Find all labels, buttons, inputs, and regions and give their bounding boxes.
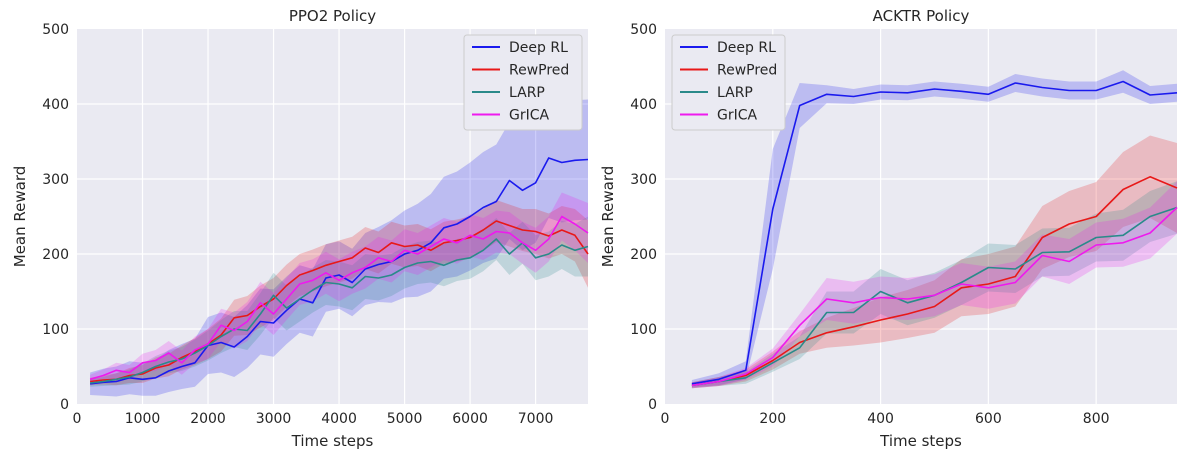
legend: Deep RL RewPred LARP GrICA bbox=[671, 34, 786, 131]
confidence-bands bbox=[691, 70, 1177, 389]
chart-title: PPO2 Policy bbox=[289, 7, 376, 25]
x-axis-label: Time steps bbox=[879, 432, 962, 450]
series-band bbox=[691, 135, 1177, 389]
x-tick-label: 2000 bbox=[190, 411, 226, 427]
y-tick-label: 400 bbox=[630, 97, 657, 113]
y-tick-label: 200 bbox=[42, 247, 69, 263]
y-tick-label: 500 bbox=[42, 22, 69, 38]
x-axis-label: Time steps bbox=[291, 432, 374, 450]
x-tick-label: 600 bbox=[975, 411, 1002, 427]
legend-label: Deep RL bbox=[717, 40, 776, 56]
legend: Deep RL RewPred LARP GrICA bbox=[463, 34, 583, 131]
legend-label: LARP bbox=[717, 85, 753, 101]
y-tick-label: 500 bbox=[630, 22, 657, 38]
legend-frame bbox=[671, 34, 786, 131]
x-tick-label: 1000 bbox=[125, 411, 161, 427]
ppo2-chart: PPO2 Policy Time steps Mean Reward 0 1000… bbox=[11, 7, 589, 450]
x-tick-label: 5000 bbox=[387, 411, 423, 427]
x-tick-label: 7000 bbox=[518, 411, 554, 427]
chart-title: ACKTR Policy bbox=[873, 7, 970, 25]
legend-frame bbox=[463, 34, 583, 131]
x-tick-label: 6000 bbox=[452, 411, 488, 427]
series-line bbox=[90, 220, 589, 383]
series-line bbox=[691, 80, 1178, 385]
y-tick-label: 100 bbox=[42, 322, 69, 338]
y-tick-label: 400 bbox=[42, 97, 69, 113]
series-line bbox=[691, 176, 1178, 387]
series-band bbox=[691, 181, 1177, 389]
y-tick-label: 200 bbox=[630, 247, 657, 263]
series-lines bbox=[89, 157, 589, 385]
x-tick-label: 3000 bbox=[256, 411, 292, 427]
x-tick-label: 400 bbox=[867, 411, 894, 427]
y-tick-label: 0 bbox=[60, 397, 69, 413]
x-tick-label: 800 bbox=[1083, 411, 1110, 427]
y-tick-label: 0 bbox=[648, 397, 657, 413]
legend-label: GrICA bbox=[717, 108, 758, 124]
series-line bbox=[90, 238, 589, 384]
series-lines bbox=[691, 80, 1178, 387]
legend-label: GrICA bbox=[509, 108, 550, 124]
y-tick-label: 100 bbox=[630, 322, 657, 338]
legend-label: Deep RL bbox=[509, 40, 568, 56]
y-tick-label: 300 bbox=[630, 172, 657, 188]
legend-label: RewPred bbox=[717, 63, 777, 79]
series-line bbox=[90, 157, 589, 385]
x-tick-label: 0 bbox=[73, 411, 82, 427]
series-band bbox=[90, 98, 588, 397]
y-axis-label: Mean Reward bbox=[11, 166, 29, 268]
x-tick-label: 4000 bbox=[321, 411, 357, 427]
series-band bbox=[691, 181, 1177, 389]
legend-label: LARP bbox=[509, 85, 545, 101]
y-tick-label: 300 bbox=[42, 172, 69, 188]
series-line bbox=[691, 206, 1178, 387]
x-tick-label: 0 bbox=[661, 411, 670, 427]
series-line bbox=[89, 215, 589, 381]
legend-label: RewPred bbox=[509, 63, 569, 79]
acktr-chart: ACKTR Policy Time steps Mean Reward 0 200… bbox=[599, 7, 1178, 450]
x-tick-label: 200 bbox=[759, 411, 786, 427]
y-axis-label: Mean Reward bbox=[599, 166, 617, 268]
